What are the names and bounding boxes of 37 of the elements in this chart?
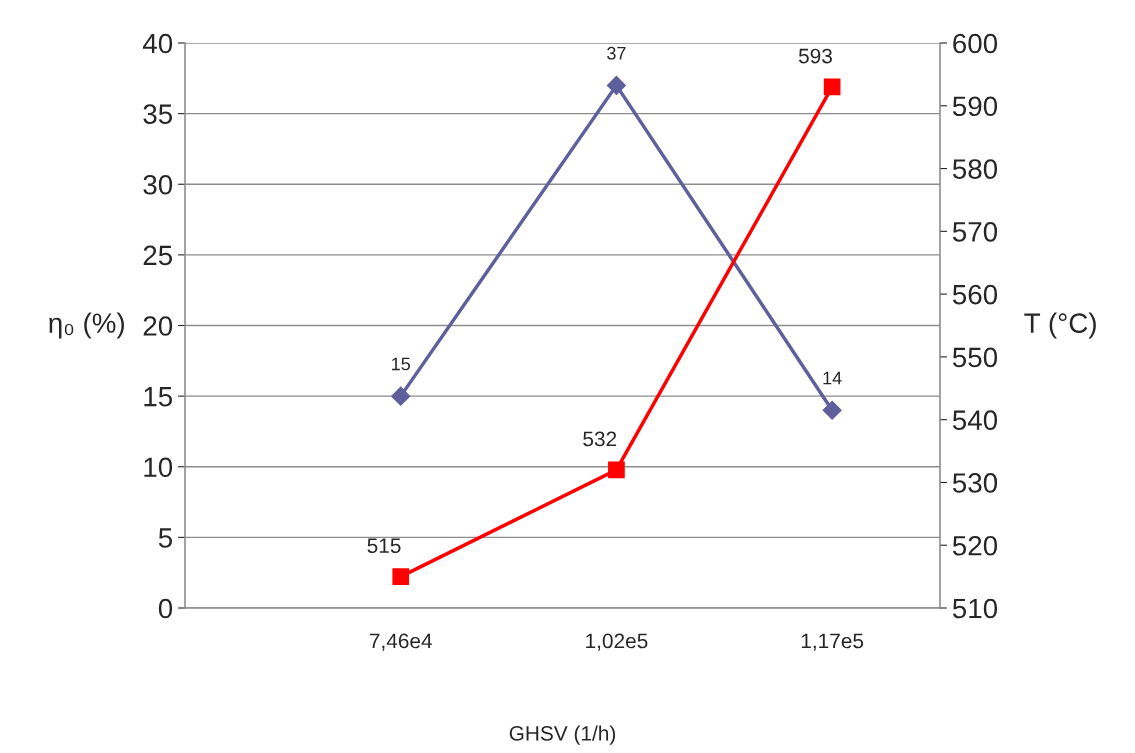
y-tick-label: 5 — [158, 528, 173, 548]
y2-tick-label: 600 — [953, 33, 998, 54]
y2-axis-title: T (°C) — [1024, 312, 1096, 339]
y2-tick-label: 530 — [952, 473, 998, 493]
x-tick-label: 1,02e5 — [586, 633, 648, 651]
point — [823, 78, 841, 96]
y2-tick-label: 560 — [952, 284, 998, 305]
point — [391, 386, 411, 406]
point — [392, 568, 410, 585]
y-tick-label: 35 — [143, 104, 173, 124]
x-axis-title: GHSV (1/h) — [509, 725, 616, 745]
data-label: 37 — [607, 46, 626, 60]
y2-tick-label: 570 — [952, 222, 998, 242]
y-axis-title: η₀ (%) — [49, 312, 124, 339]
y2-tick-label: 550 — [952, 347, 998, 368]
data-label: 14 — [823, 371, 842, 385]
y2-tick-label: 510 — [952, 598, 998, 619]
y-tick-label: 30 — [143, 174, 173, 195]
y2-tick-label: 540 — [952, 410, 998, 431]
y-tick-label: 20 — [143, 316, 173, 336]
y-tick-label: 10 — [144, 457, 173, 478]
data-label: 532 — [583, 431, 617, 447]
y-tick-label: 0 — [158, 598, 173, 619]
data-label: 515 — [367, 538, 401, 554]
y2-tick-label: 580 — [952, 159, 998, 179]
y-tick-label: 40 — [142, 33, 173, 54]
point — [606, 75, 626, 95]
y-tick-label: 15 — [144, 387, 173, 407]
y2-tick-label: 590 — [952, 96, 998, 117]
point — [608, 461, 625, 479]
point — [822, 400, 842, 420]
data-label: 593 — [798, 48, 832, 64]
y2-tick-label: 520 — [952, 535, 998, 556]
x-tick-label: 7,46e4 — [369, 633, 432, 651]
data-label: 15 — [392, 357, 410, 371]
y-tick-label: 25 — [143, 245, 173, 266]
x-tick-label: 1,17e5 — [801, 633, 864, 651]
